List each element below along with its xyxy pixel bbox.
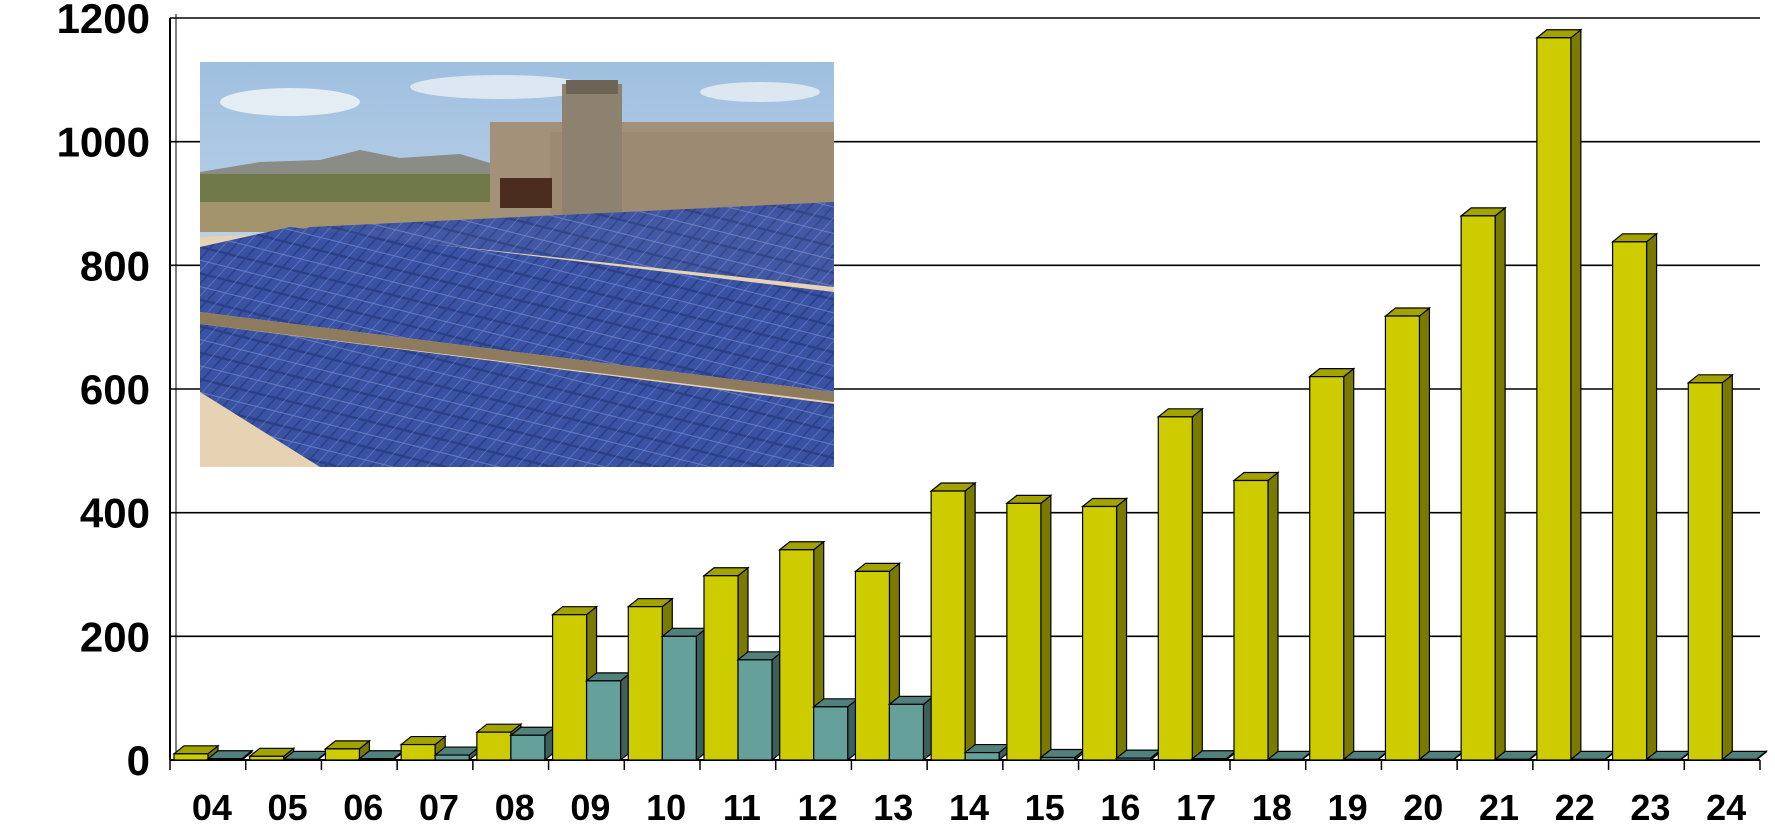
bar-series1 [1459, 206, 1507, 762]
bar-series1 [1535, 28, 1583, 762]
x-tick-label: 19 [1328, 787, 1368, 828]
x-tick-label: 13 [873, 787, 913, 828]
x-tick-label: 20 [1403, 787, 1443, 828]
bar-series2 [509, 726, 557, 762]
x-tick-label: 22 [1555, 787, 1595, 828]
bar-series2 [206, 749, 254, 762]
bar-series1 [1686, 373, 1734, 762]
y-tick-label: 1000 [57, 119, 150, 166]
x-tick-label: 18 [1252, 787, 1292, 828]
bar-series1 [323, 739, 372, 762]
bar-series1 [1232, 471, 1280, 762]
bar-series2 [660, 627, 708, 762]
bar-series2 [1417, 750, 1466, 762]
y-tick-label: 0 [127, 737, 150, 784]
bar-series1 [1308, 367, 1356, 762]
bar-series2 [1342, 750, 1390, 762]
x-tick-label: 16 [1100, 787, 1140, 828]
bar-series1 [1383, 306, 1432, 762]
x-tick-label: 12 [798, 787, 838, 828]
bar-series2 [736, 650, 784, 762]
x-tick-label: 15 [1025, 787, 1065, 828]
bar-series2 [963, 743, 1011, 762]
bar-series1 [853, 562, 902, 762]
y-tick-label: 1200 [57, 0, 150, 42]
x-tick-label: 09 [570, 787, 610, 828]
bar-series1 [1156, 407, 1204, 762]
x-tick-label: 11 [723, 787, 761, 828]
x-tick-labels: 04 05 06 07 08 09 10 11 12 13 14 15 16 17 18 19 20 21 22 23… [192, 787, 1746, 828]
x-tick-label: 08 [495, 787, 535, 828]
bar-series1 [1610, 232, 1659, 762]
bar-series2 [812, 697, 860, 762]
y-tick-label: 600 [80, 366, 150, 413]
x-tick-label: 23 [1630, 787, 1670, 828]
x-tick-label: 10 [646, 787, 686, 828]
bar-series1 [399, 735, 447, 762]
bar-series2 [887, 695, 936, 762]
bar-series1 [1005, 494, 1053, 762]
x-tick-label: 07 [419, 787, 459, 828]
y-tick-labels: 0 200 400 600 800 1000 1200 [57, 0, 150, 784]
bar-series2 [584, 671, 633, 762]
x-tick-label: 17 [1176, 787, 1216, 828]
x-tick-label: 14 [949, 787, 989, 828]
solar-panel-photo [200, 62, 834, 467]
x-tick-label: 04 [192, 787, 232, 828]
x-tick-label: 05 [268, 787, 308, 828]
y-tick-label: 200 [80, 613, 150, 660]
bar-series2 [1720, 750, 1768, 762]
bar-series1 [1080, 497, 1129, 762]
x-tick-label: 24 [1706, 787, 1746, 828]
x-tick-label: 21 [1479, 787, 1519, 828]
y-tick-label: 400 [80, 490, 150, 537]
y-tick-label: 800 [80, 242, 150, 289]
bar-series1 [929, 481, 977, 762]
x-tick-label: 06 [343, 787, 383, 828]
bars [172, 28, 1768, 762]
